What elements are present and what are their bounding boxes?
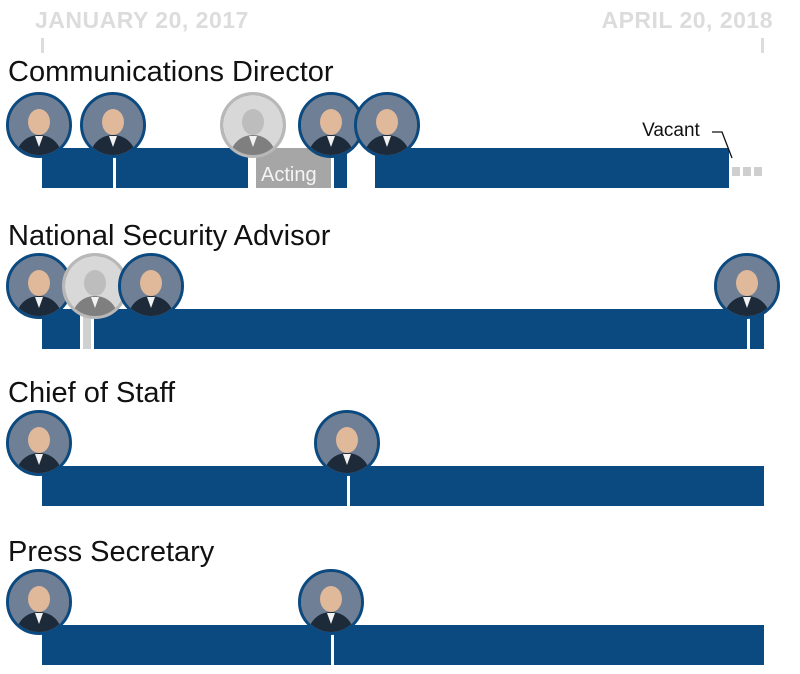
timeline-bar-1-1 (83, 309, 92, 349)
timeline-bar-0-4 (375, 148, 730, 188)
portrait-avatar (713, 253, 780, 319)
vacant-dot (754, 167, 763, 176)
timeline-bar-3-0 (42, 625, 331, 665)
end-date-tick (761, 38, 764, 53)
portrait-avatar (6, 253, 72, 319)
vacant-label: Vacant (642, 120, 700, 141)
portrait-avatar (297, 569, 364, 635)
timeline-bar-2-1 (349, 466, 764, 506)
portrait-avatar (313, 410, 380, 476)
timeline-bar-0-3 (333, 148, 347, 188)
portrait-avatar (62, 253, 128, 319)
portrait-avatar (220, 92, 287, 158)
row-title-chief-of-staff: Chief of Staff (8, 377, 176, 409)
portrait-avatar (118, 253, 184, 319)
portrait-avatar (6, 92, 72, 158)
start-date-tick (41, 38, 44, 53)
timeline-bar-1-2 (94, 309, 747, 349)
timeline-bar-2-0 (42, 466, 347, 506)
timeline-bar-3-1 (333, 625, 764, 665)
vacant-leader-line (712, 131, 733, 159)
portrait-avatar (6, 410, 72, 476)
row-title-communications-director: Communications Director (8, 56, 334, 88)
vacant-dot (732, 167, 741, 176)
vacant-segment-0 (732, 167, 764, 176)
portrait-avatar (6, 569, 72, 635)
timeline-bar-0-1 (116, 148, 249, 188)
vacant-dot (743, 167, 752, 176)
row-title-press-secretary: Press Secretary (8, 536, 215, 568)
row-title-national-security-advisor: National Security Advisor (8, 220, 331, 252)
start-date-label: JANUARY 20, 2017 (35, 7, 249, 33)
portrait-avatar (353, 92, 420, 158)
end-date-label: APRIL 20, 2018 (601, 7, 773, 33)
timeline-bar-1-3 (749, 309, 764, 349)
portrait-avatar (80, 92, 147, 158)
acting-label: Acting (261, 164, 317, 186)
